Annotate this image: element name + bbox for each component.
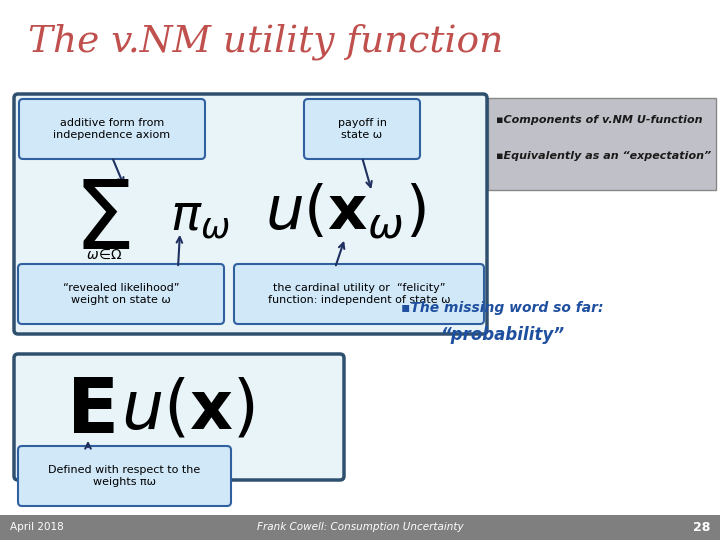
Bar: [0, 515, 720, 540]
Text: $\Sigma$: $\Sigma$: [73, 175, 130, 269]
Text: the cardinal utility or  “felicity”
function: independent of state ω: the cardinal utility or “felicity” funct…: [268, 283, 450, 305]
Text: “revealed likelihood”
weight on state ω: “revealed likelihood” weight on state ω: [63, 283, 179, 305]
Text: $\pi_\omega$: $\pi_\omega$: [170, 192, 230, 242]
Text: additive form from
independence axiom: additive form from independence axiom: [53, 118, 171, 140]
Text: $u(\mathbf{x}_\omega)$: $u(\mathbf{x}_\omega)$: [265, 182, 426, 242]
Text: Frank Cowell: Consumption Uncertainty: Frank Cowell: Consumption Uncertainty: [257, 523, 463, 532]
Text: $u(\mathbf{x})$: $u(\mathbf{x})$: [121, 377, 255, 443]
Text: ▪The missing word so far:: ▪The missing word so far:: [401, 301, 603, 315]
FancyBboxPatch shape: [18, 446, 231, 506]
FancyBboxPatch shape: [14, 94, 487, 334]
FancyBboxPatch shape: [19, 99, 205, 159]
Text: Defined with respect to the
weights πω: Defined with respect to the weights πω: [48, 465, 201, 487]
FancyBboxPatch shape: [14, 354, 344, 480]
Text: ▪Components of v.NM U-function: ▪Components of v.NM U-function: [496, 115, 703, 125]
Text: April 2018: April 2018: [10, 523, 64, 532]
FancyBboxPatch shape: [234, 264, 484, 324]
Text: $\omega\!\in\!\Omega$: $\omega\!\in\!\Omega$: [86, 248, 122, 262]
Text: 28: 28: [693, 521, 710, 534]
Text: ▪Equivalently as an “expectation”: ▪Equivalently as an “expectation”: [496, 151, 711, 161]
Text: “probability”: “probability”: [440, 326, 564, 344]
Text: The v.NM utility function: The v.NM utility function: [28, 24, 503, 60]
FancyBboxPatch shape: [488, 98, 716, 190]
Text: payoff in
state ω: payoff in state ω: [338, 118, 387, 140]
FancyBboxPatch shape: [304, 99, 420, 159]
FancyBboxPatch shape: [18, 264, 224, 324]
Text: $\mathbf{E}$: $\mathbf{E}$: [66, 375, 114, 449]
